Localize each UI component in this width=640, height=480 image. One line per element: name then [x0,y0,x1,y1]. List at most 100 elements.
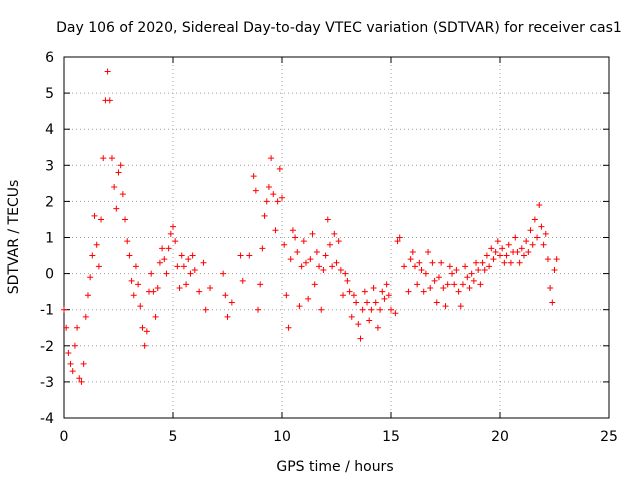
data-point [61,306,67,313]
data-point [553,256,560,263]
data-point [305,295,312,302]
data-point [361,288,368,295]
data-point [531,216,538,223]
data-point [459,281,466,288]
data-point [372,299,379,306]
data-point [156,259,163,266]
data-point [470,277,477,284]
data-point [342,270,349,277]
data-point [270,191,277,198]
data-point [268,155,275,162]
data-point [503,252,510,259]
data-point [340,292,347,299]
x-tick-label: 20 [491,429,509,445]
data-point [78,378,85,385]
data-point [433,299,440,306]
chart-title: Day 106 of 2020, Sidereal Day-to-day VTE… [56,20,622,36]
y-tick-label: -2 [40,339,54,355]
data-point [159,245,166,252]
data-point [477,281,484,288]
y-tick-label: 2 [45,194,54,210]
data-point [466,285,473,292]
data-point [113,205,120,212]
data-point [265,183,272,190]
data-point [475,266,482,273]
data-point [492,248,499,255]
data-point [348,313,355,320]
data-point [104,68,111,75]
data-point [549,299,556,306]
data-point [296,303,303,310]
data-point [392,310,399,317]
data-point [379,288,386,295]
data-point [523,238,530,245]
data-point [527,227,534,234]
data-point [337,266,344,273]
data-point [161,256,168,263]
data-point [172,238,179,245]
data-point [449,270,456,277]
data-point [446,263,453,270]
data-point [237,252,244,259]
data-point [152,313,159,320]
data-point [416,259,423,266]
data-point [481,266,488,273]
data-point [385,292,392,299]
data-point [309,230,316,237]
data-point [427,285,434,292]
data-point [167,230,174,237]
data-point [283,292,290,299]
data-point [187,270,194,277]
data-point [525,248,532,255]
data-point [255,306,262,313]
data-point [276,165,283,172]
x-tick-label: 25 [600,429,618,445]
data-point [150,288,157,295]
data-point [287,256,294,263]
data-point [529,241,536,248]
data-point [239,277,246,284]
data-point [189,252,196,259]
data-point [307,256,314,263]
data-point [479,259,486,266]
y-tick-label: 1 [45,231,54,247]
data-point [63,324,70,331]
data-point [468,270,475,277]
x-tick-label: 15 [382,429,400,445]
axis-ticks: 0 5 10 15 20 25 -4 -3 -2 -1 0 1 2 3 4 5 6 [40,50,618,445]
data-point [71,342,78,349]
data-point [98,216,105,223]
data-point [520,252,527,259]
data-point [329,263,336,270]
y-tick-label: 0 [45,267,54,283]
data-point [292,234,299,241]
data-point [165,245,172,252]
data-point [538,223,545,230]
data-point [488,245,495,252]
data-point [344,277,351,284]
data-point [483,252,490,259]
data-point [250,173,257,180]
data-point [289,227,296,234]
data-point [388,306,394,313]
data-point [501,259,508,266]
data-point [176,285,183,292]
data-point [313,248,320,255]
data-point [74,324,81,331]
data-point [411,263,418,270]
data-point [331,230,338,237]
data-point [84,292,91,299]
data-point [259,245,266,252]
data-point [451,281,458,288]
data-points [61,68,560,385]
data-point [431,277,438,284]
data-point [137,303,144,310]
y-tick-label: 5 [45,86,54,102]
data-point [368,306,375,313]
data-point [418,266,425,273]
data-point [106,97,113,104]
data-point [407,256,414,263]
data-point [220,270,227,277]
data-point [311,281,318,288]
data-point [174,263,181,270]
